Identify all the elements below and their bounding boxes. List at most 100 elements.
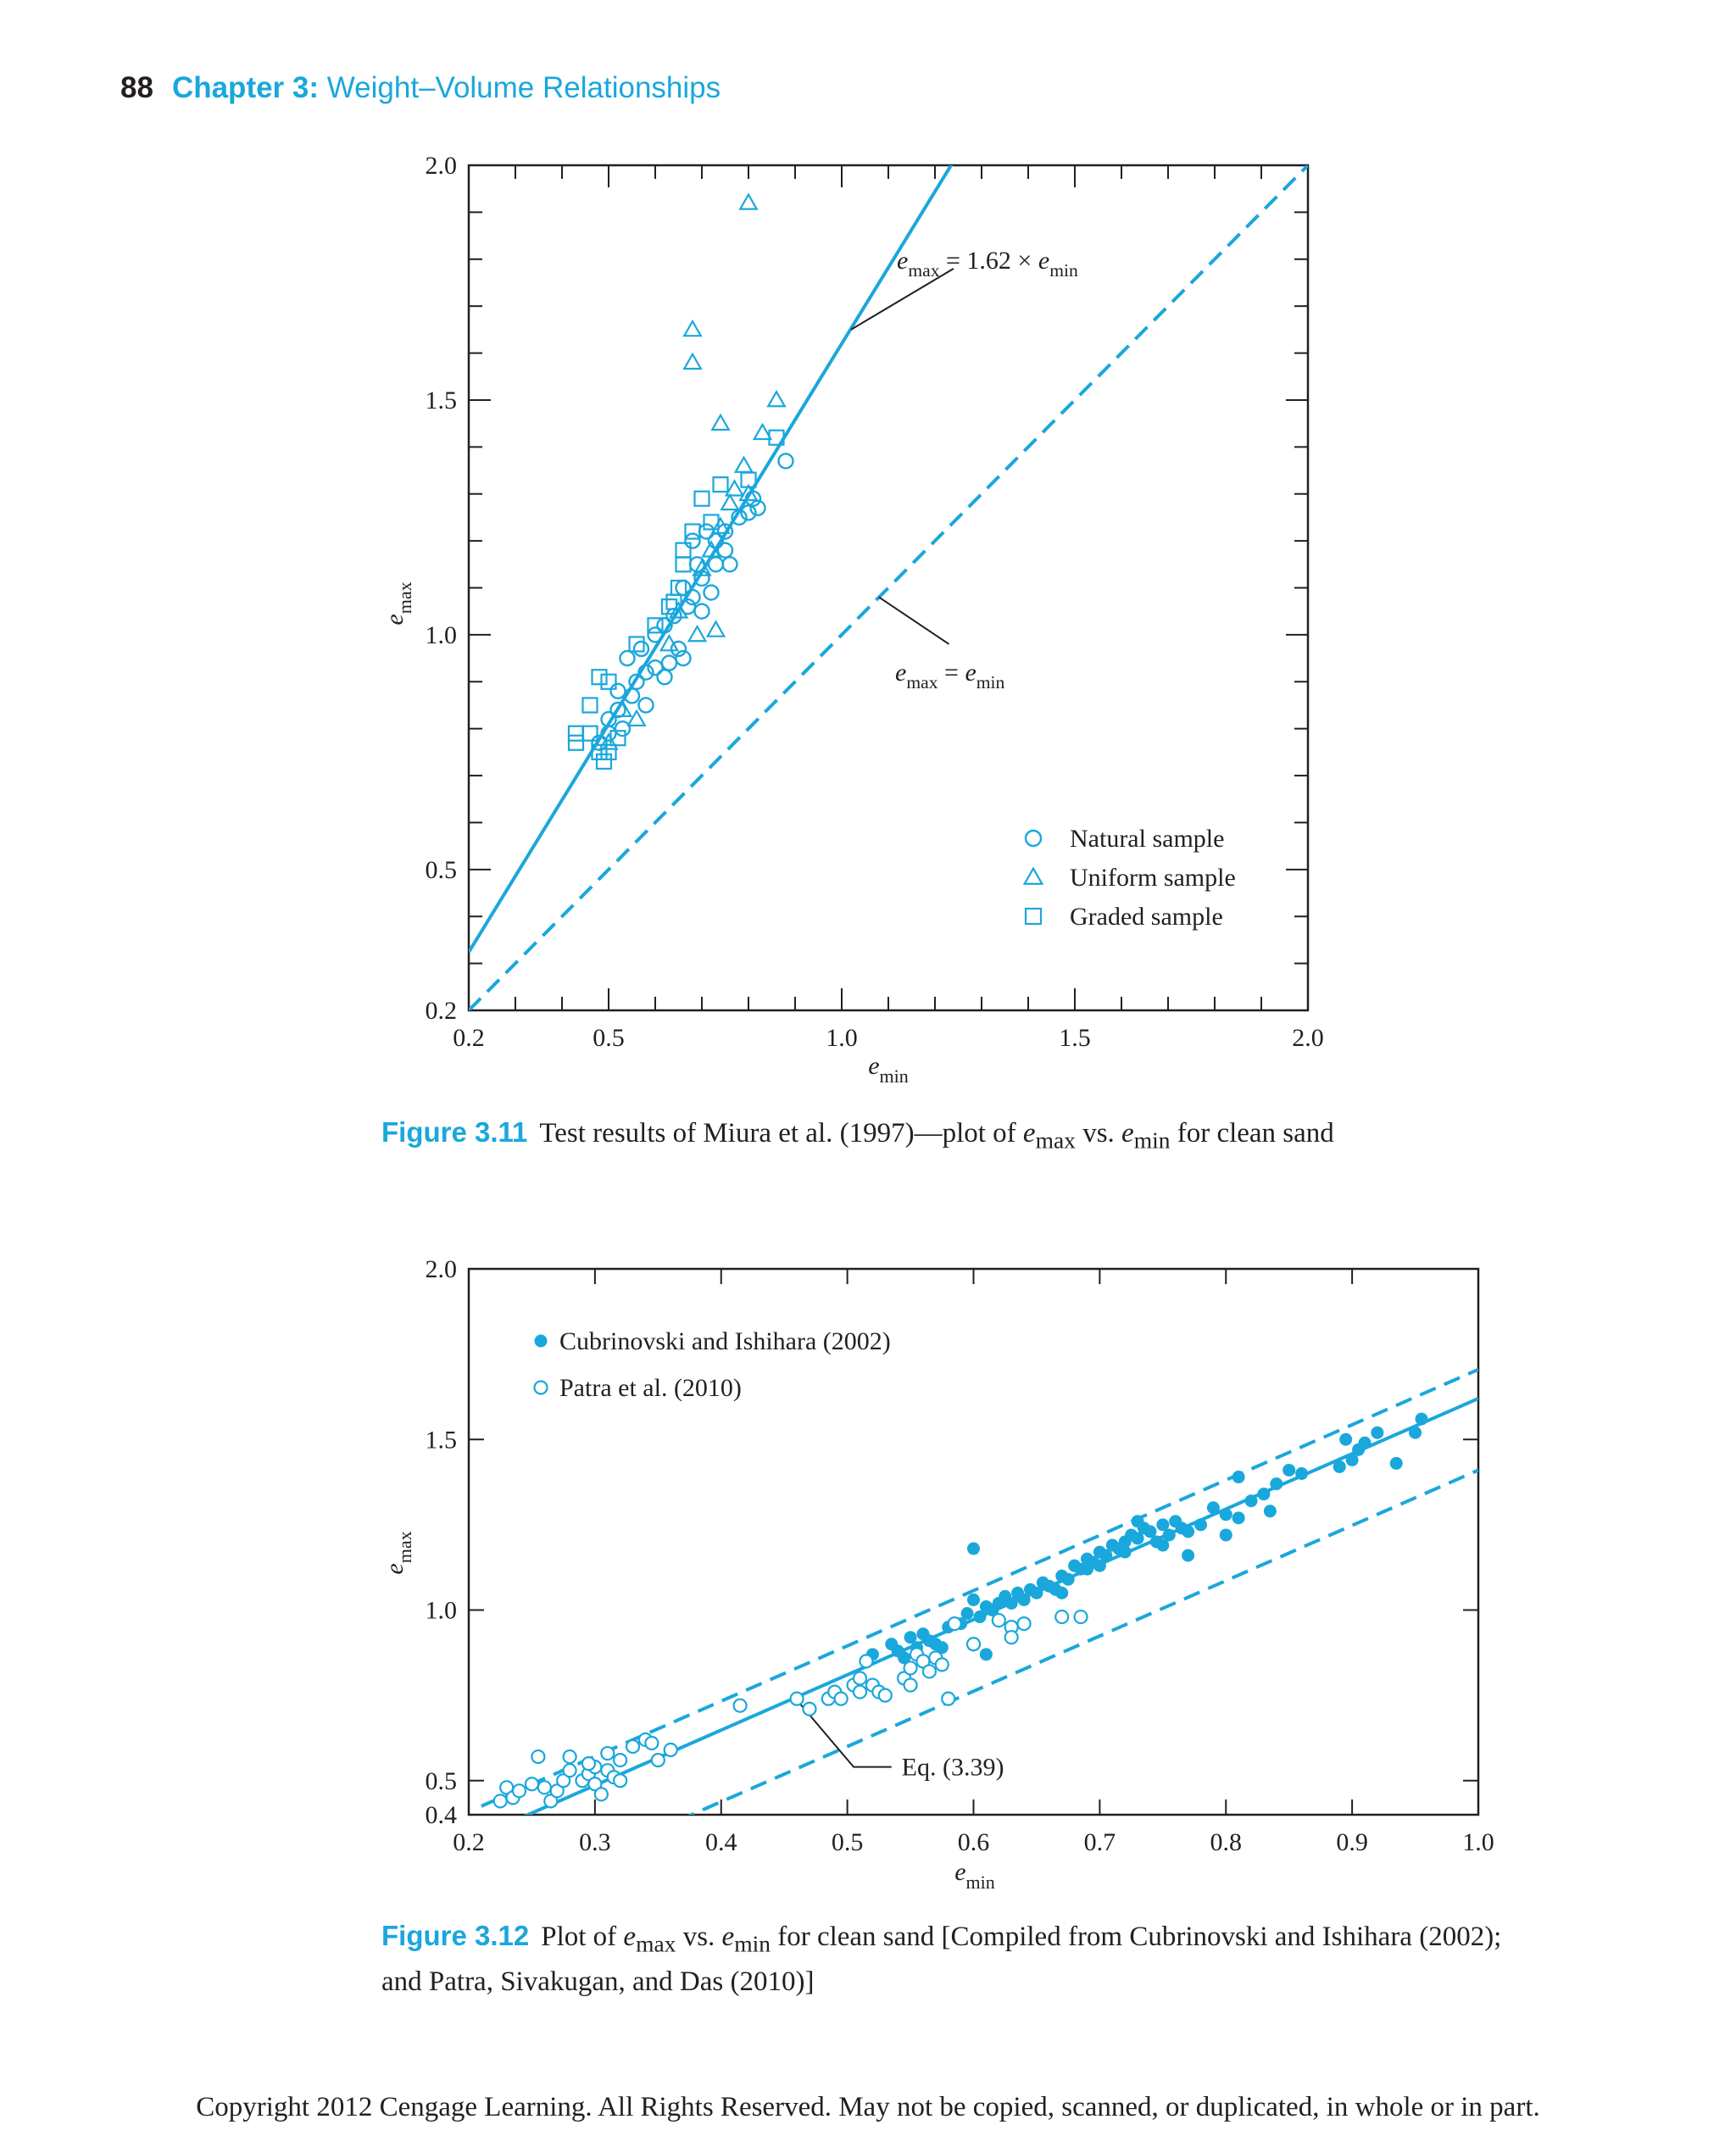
chart1-point bbox=[665, 593, 682, 610]
chart2-point bbox=[492, 1794, 508, 1809]
chart2-point bbox=[1182, 1549, 1195, 1562]
chart2-y-tick-label: 0.4 bbox=[426, 1801, 458, 1829]
chart2-point bbox=[524, 1777, 540, 1792]
chart2-point bbox=[1182, 1525, 1195, 1538]
chart1-point bbox=[609, 701, 626, 719]
chart2-point bbox=[1339, 1432, 1353, 1446]
figure-3-11-label: Figure 3.11 bbox=[381, 1116, 528, 1148]
chart2-leader bbox=[793, 1696, 892, 1768]
chart1-point bbox=[591, 743, 608, 760]
chart2-point bbox=[511, 1783, 527, 1799]
chart2-x-axis-label: emin bbox=[954, 1858, 995, 1893]
chart2-point bbox=[1125, 1528, 1138, 1542]
chart1-point bbox=[684, 523, 701, 540]
chart2-point bbox=[967, 1593, 980, 1606]
chart1-x-tick-label: 0.5 bbox=[593, 1024, 625, 1052]
chart2-point bbox=[846, 1677, 861, 1693]
chart2-point bbox=[1043, 1579, 1056, 1593]
chart1-point bbox=[600, 710, 617, 728]
chart2-point bbox=[1345, 1453, 1359, 1466]
chart1-point bbox=[777, 453, 794, 470]
chart2-point bbox=[1131, 1515, 1144, 1528]
chart2-point bbox=[885, 1638, 899, 1651]
chart1-point bbox=[703, 514, 720, 531]
chart1-point bbox=[724, 479, 745, 497]
chart2-point bbox=[973, 1610, 987, 1624]
chart2-point bbox=[613, 1753, 628, 1768]
chart2-point bbox=[1011, 1586, 1025, 1599]
page-number: 88 bbox=[120, 71, 153, 104]
chart2-point bbox=[871, 1684, 887, 1699]
chart1-point bbox=[710, 413, 731, 431]
chart2-point bbox=[986, 1604, 999, 1616]
chart1-point bbox=[567, 734, 585, 751]
chart2-point bbox=[1409, 1426, 1422, 1439]
chart1-point bbox=[693, 603, 710, 620]
chart2-point bbox=[928, 1650, 943, 1666]
chart2-y-tick-label: 2.0 bbox=[426, 1255, 458, 1283]
chart2-point bbox=[1030, 1586, 1043, 1599]
chart2-point bbox=[1099, 1549, 1113, 1562]
chart2-point bbox=[1112, 1542, 1126, 1555]
chart2-point bbox=[935, 1641, 949, 1655]
chart1-line-equal bbox=[469, 165, 1308, 1010]
chart2-point bbox=[1068, 1559, 1082, 1572]
chart1-point bbox=[647, 617, 664, 634]
chart1-leader-2 bbox=[878, 596, 950, 645]
chart2-x-tick-label: 0.5 bbox=[832, 1828, 864, 1856]
chart2-point bbox=[625, 1738, 641, 1755]
chart2-point bbox=[1036, 1576, 1049, 1589]
figure-3-12-caption: Figure 3.12 Plot of emax vs. emin for cle… bbox=[381, 1920, 1502, 1997]
chart1-x-tick-label: 1.5 bbox=[1059, 1024, 1091, 1052]
chart2-point bbox=[852, 1684, 868, 1699]
chart2-x-tick-label: 0.6 bbox=[958, 1828, 990, 1856]
chart2-point bbox=[903, 1660, 918, 1676]
chart1-legend-marker bbox=[1022, 866, 1044, 885]
chart1-legend-label: Graded sample bbox=[1070, 903, 1223, 931]
chart2-point bbox=[898, 1651, 911, 1665]
chart2-point bbox=[1143, 1525, 1157, 1538]
chart2-point bbox=[581, 1766, 597, 1782]
chart1-point bbox=[692, 559, 712, 576]
chart1-legend-marker bbox=[1024, 907, 1043, 926]
chart2-point bbox=[1105, 1538, 1119, 1552]
chart1-point bbox=[637, 697, 654, 714]
chart1-point bbox=[609, 682, 626, 700]
chart2-point bbox=[967, 1542, 980, 1555]
chart2-point bbox=[1016, 1616, 1032, 1632]
chart2-point bbox=[637, 1732, 654, 1748]
chart2-point bbox=[1169, 1515, 1182, 1528]
chart1-line-1-62 bbox=[469, 165, 954, 954]
chart1-point bbox=[637, 664, 654, 681]
chart2-point bbox=[821, 1691, 836, 1706]
chart2-point bbox=[1080, 1552, 1093, 1566]
chart1-point bbox=[619, 649, 636, 667]
chart2-point bbox=[1118, 1535, 1132, 1549]
chart2-x-tick-label: 0.4 bbox=[705, 1828, 737, 1856]
chart2-point bbox=[663, 1742, 678, 1758]
chart1-legend: Natural sample Uniform sample Graded sampl… bbox=[1022, 825, 1236, 931]
chart2-point bbox=[606, 1770, 621, 1785]
chart1-series-circle-open bbox=[591, 453, 794, 751]
chapter-title: Weight–Volume Relationships bbox=[326, 71, 721, 104]
chart2-point bbox=[1270, 1477, 1283, 1491]
chart2-point bbox=[1004, 1620, 1019, 1635]
chart1-legend-marker bbox=[1024, 829, 1043, 848]
chart2-point bbox=[1219, 1508, 1232, 1521]
chart2-point bbox=[1049, 1582, 1062, 1596]
chart1-point bbox=[614, 720, 632, 737]
chart1-point bbox=[668, 601, 689, 619]
chart2-point bbox=[1263, 1505, 1277, 1518]
chart1-y-tick-label: 2.0 bbox=[426, 152, 458, 180]
chart2-point bbox=[1087, 1555, 1100, 1569]
chart2-point bbox=[865, 1677, 881, 1693]
chart2-point bbox=[650, 1753, 665, 1768]
chart2-point bbox=[922, 1634, 936, 1648]
chart2-y-tick-label: 1.0 bbox=[426, 1597, 458, 1625]
chart1-point bbox=[698, 523, 715, 540]
chart2-point bbox=[960, 1607, 974, 1621]
chart2-point bbox=[992, 1596, 1005, 1610]
chart2-point bbox=[1061, 1572, 1075, 1586]
chart1-point bbox=[623, 687, 641, 704]
chart1-point bbox=[628, 673, 645, 690]
